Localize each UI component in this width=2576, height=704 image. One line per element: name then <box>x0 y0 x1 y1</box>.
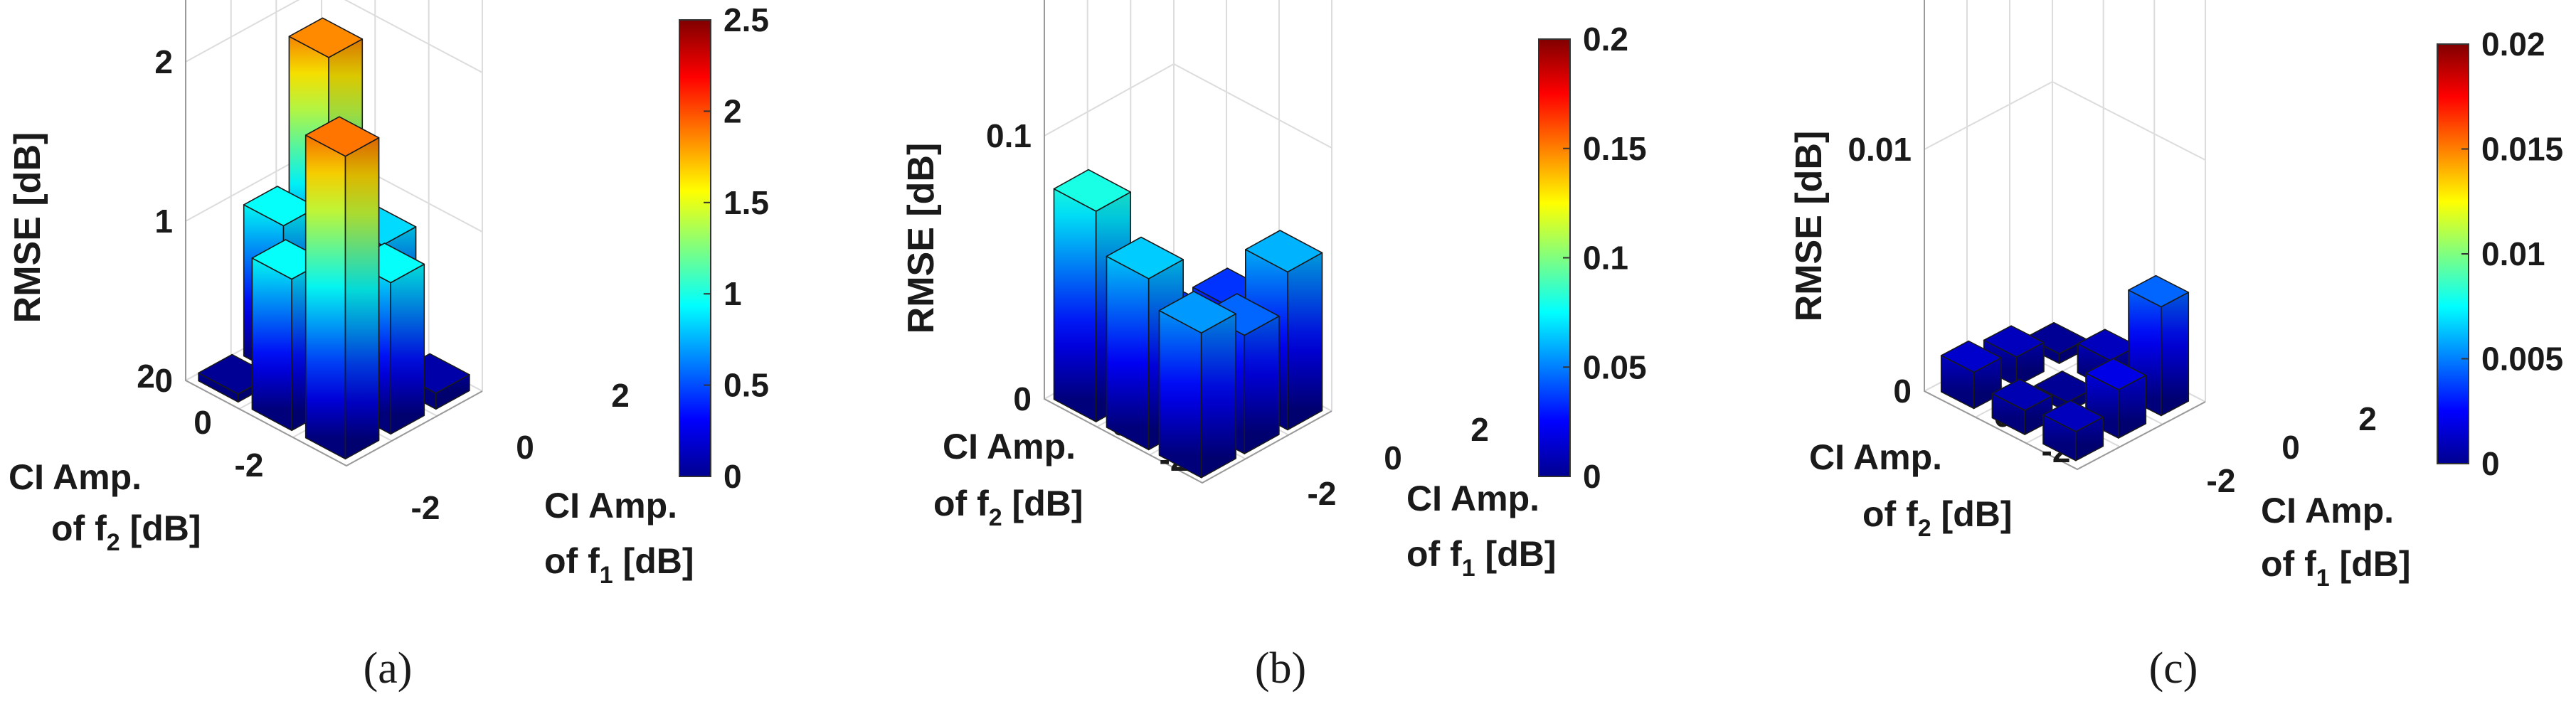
z-tick-label: 0.1 <box>986 117 1032 154</box>
bar-face-top <box>288 17 364 58</box>
axis-lines <box>1924 0 2206 471</box>
z-tick-label: 0 <box>154 362 173 399</box>
x-axis-label-line1: CI Amp. <box>544 486 677 526</box>
bar <box>1158 290 1236 479</box>
y-axis-label: CI Amp. of f2 [dB] <box>9 457 201 556</box>
y-axis-label-line2: of f2 [dB] <box>933 484 1083 531</box>
bar-face-right <box>1244 315 1280 454</box>
colorbar-tick-label: 0.5 <box>723 367 769 404</box>
y-axis-label: CI Amp. of f2 [dB] <box>1809 437 2013 542</box>
y-axis-label: CI Amp. of f2 [dB] <box>933 427 1086 531</box>
x-axis-label-line1: CI Amp. <box>2261 491 2394 530</box>
colorbar-tick-label: 0.015 <box>2481 131 2563 168</box>
colorbar <box>2437 43 2469 464</box>
y-tick-label: -2 <box>235 447 264 484</box>
x-tick-label: 2 <box>1470 411 1489 448</box>
bar <box>2128 274 2190 417</box>
y-axis-label-line1: CI Amp. <box>9 457 142 497</box>
colorbar-tick-label: 0.02 <box>2481 26 2545 63</box>
z-tick-label: 2 <box>154 43 173 80</box>
z-tick-label: 0 <box>1893 373 1912 410</box>
z-axis-label: RMSE [dB] <box>7 132 48 324</box>
z-axis-label: RMSE [dB] <box>1788 131 1830 322</box>
panel-caption: (c) <box>2149 644 2198 693</box>
x-axis-label-line2: of f1 [dB] <box>2261 544 2411 592</box>
y-axis-label-line2: of f2 [dB] <box>51 508 201 556</box>
y-axis-label-line1: CI Amp. <box>943 427 1076 466</box>
bar-face-top <box>2042 400 2104 432</box>
axis-lines <box>185 0 483 467</box>
bar-face-right <box>1200 313 1236 479</box>
bar-face-left <box>1053 188 1097 422</box>
bar-face-top <box>1053 169 1131 212</box>
bar-face-right <box>390 263 425 435</box>
bar-face-top <box>1106 236 1184 279</box>
axis-lines <box>1044 0 1332 484</box>
colorbar-tick-label: 0.1 <box>1583 240 1628 277</box>
bar-face-left <box>304 134 346 460</box>
bar-face-top <box>243 186 318 227</box>
z-axis-label: RMSE [dB] <box>901 143 942 334</box>
x-tick-label: 2 <box>611 377 630 414</box>
colorbar-tick-label: 0.05 <box>1583 348 1647 385</box>
bar-face-right <box>2161 292 2190 417</box>
bar-face-top <box>1991 378 2053 411</box>
bar-face-top <box>2128 274 2190 308</box>
x-tick-label: 2 <box>2358 400 2377 437</box>
x-tick-label: 0 <box>1384 439 1402 476</box>
bar-face-top <box>1940 340 2002 373</box>
bar-face-left <box>1158 309 1202 479</box>
x-axis-label: CI Amp. of f1 [dB] <box>2261 491 2411 592</box>
x-tick-label: 0 <box>516 429 534 466</box>
x-tick-label: -2 <box>2207 462 2236 499</box>
y-tick-label: 2 <box>137 358 155 395</box>
x-axis-label: CI Amp. of f1 [dB] <box>1406 479 1557 582</box>
bar-face-top <box>1245 230 1323 273</box>
x-axis-label-line2: of f1 [dB] <box>544 541 694 589</box>
bar <box>1991 378 2053 435</box>
x-tick-label: -2 <box>411 489 440 526</box>
bar-face-top <box>2085 358 2147 390</box>
bar-face-top <box>1158 290 1236 334</box>
bar-face-top <box>1983 325 2045 358</box>
z-tick-label: 1 <box>154 203 173 240</box>
bar-face-left <box>251 257 292 432</box>
y-tick-label: 0 <box>194 404 212 441</box>
z-tick-label: 0 <box>1013 380 1032 417</box>
colorbar-tick-label: 0.01 <box>2481 235 2545 272</box>
colorbar <box>679 19 711 477</box>
colorbar-tick-label: 1 <box>723 275 742 312</box>
colorbar-tick-label: 0.2 <box>1583 21 1628 58</box>
x-axis-label-line1: CI Amp. <box>1406 479 1539 518</box>
bar <box>2042 400 2104 462</box>
colorbar-tick-label: 2 <box>723 92 742 129</box>
bar-face-right <box>344 137 380 460</box>
colorbar-tick-label: 1.5 <box>723 184 769 221</box>
bar-face-right <box>1287 252 1323 431</box>
panel-caption: (a) <box>364 644 413 693</box>
colorbar-tick-label: 0 <box>723 458 742 495</box>
bar-face-top <box>2025 321 2087 355</box>
bar-face-top <box>304 116 380 157</box>
panel-caption: (b) <box>1255 644 1306 693</box>
y-axis-label-line2: of f2 [dB] <box>1862 494 2013 542</box>
colorbar-tick-label: 0.15 <box>1583 130 1647 167</box>
z-tick-label: 0.01 <box>1848 131 1912 168</box>
x-tick-label: -2 <box>1308 475 1337 512</box>
colorbar-tick-label: 0.005 <box>2481 341 2563 378</box>
colorbar-tick-label: 0 <box>2481 445 2500 482</box>
colorbar-tick-label: 0 <box>1583 458 1601 495</box>
bar <box>304 116 380 460</box>
y-axis-label-line1: CI Amp. <box>1809 437 1942 477</box>
x-tick-label: 0 <box>2281 429 2300 466</box>
colorbar-tick-label: 2.5 <box>723 1 769 38</box>
x-axis-label: CI Amp. of f1 [dB] <box>544 486 694 589</box>
bar-face-left <box>1106 255 1150 451</box>
x-axis-label-line2: of f1 [dB] <box>1406 534 1557 582</box>
